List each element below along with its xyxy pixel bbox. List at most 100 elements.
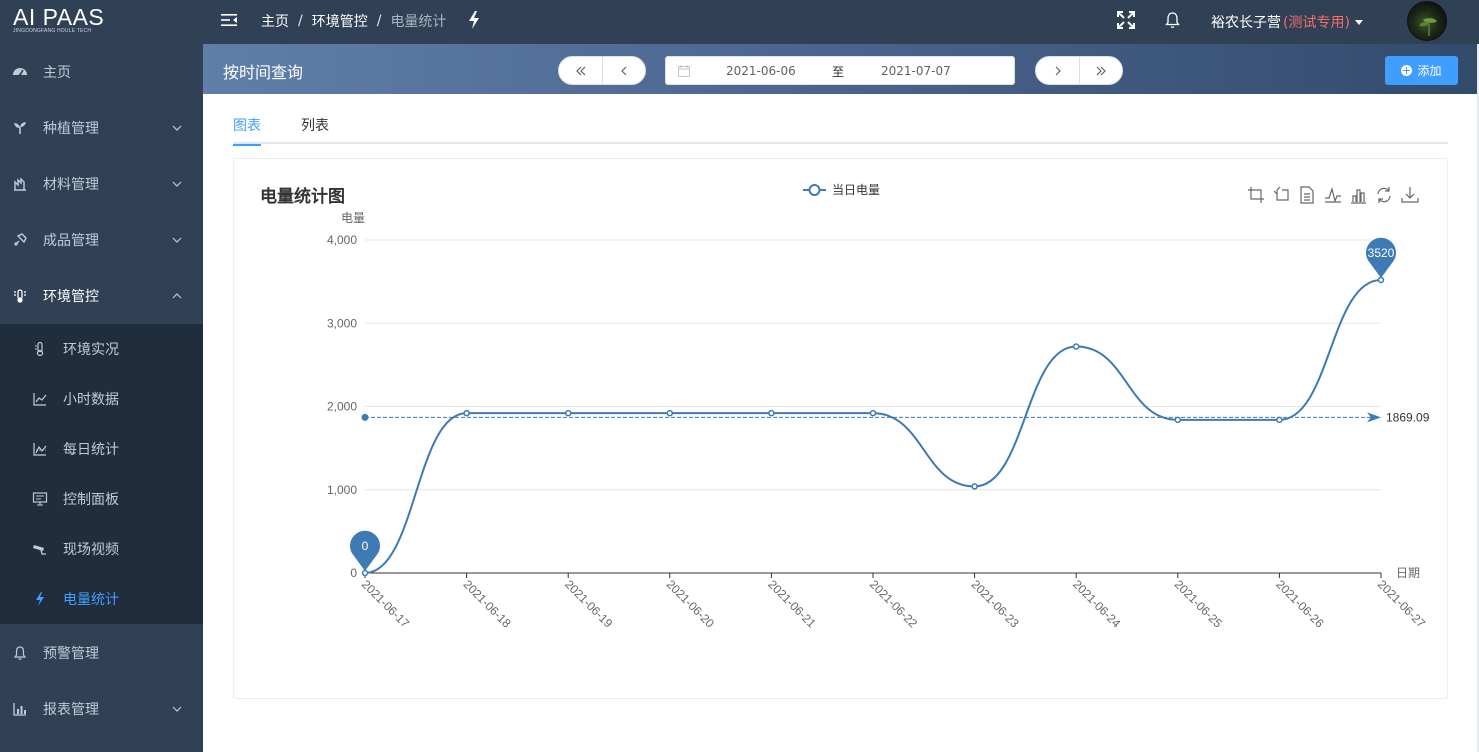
mark-point-pin[interactable] — [350, 530, 380, 571]
environment-submenu: 环境实况 小时数据 每日统计 控制面板 现场视频 电量统计 — [0, 324, 203, 624]
sidebar: 主页 种植管理 材料管理 成品管理 环境管控 环境实况 小时数据 每日统计 — [0, 44, 203, 752]
data-point[interactable] — [463, 409, 470, 417]
chevron-down-icon — [172, 181, 182, 187]
sidebar-item-planting[interactable]: 种植管理 — [0, 100, 203, 156]
data-point[interactable] — [971, 483, 978, 490]
hamburger-fold-icon[interactable] — [220, 11, 238, 29]
average-line-start — [361, 413, 369, 421]
sidebar-subitem-label: 每日统计 — [63, 442, 119, 458]
breadcrumb-environment[interactable]: 环境管控 — [311, 14, 368, 30]
data-point[interactable] — [1377, 276, 1385, 284]
date-end-input[interactable]: 2021-07-07 — [881, 64, 951, 78]
mark-point-pin[interactable] — [1366, 237, 1397, 278]
sidebar-item-label: 报表管理 — [43, 702, 99, 718]
breadcrumb-current: 电量统计 — [390, 14, 447, 30]
series-line — [364, 278, 1382, 574]
sidebar-item-environment[interactable]: 环境管控 — [0, 268, 203, 324]
x-tick-label: 2021-06-23 — [968, 577, 1022, 631]
date-range-picker[interactable]: 2021-06-06 至 2021-07-07 — [665, 56, 1015, 85]
sidebar-subitem-label: 环境实况 — [63, 342, 119, 358]
x-tick-label: 2021-06-24 — [1070, 577, 1124, 631]
material-icon — [14, 177, 26, 191]
logo-subtext: JINGDONGFANG HOULE TECH — [13, 28, 92, 34]
chart-legend[interactable]: 当日电量 — [802, 181, 880, 198]
monitor-icon — [32, 492, 48, 506]
sidebar-item-material[interactable]: 材料管理 — [0, 156, 203, 212]
x-tick-label: 2021-06-22 — [867, 577, 921, 631]
query-bar: 按时间查询 2021-06-06 至 2021-07-07 添加 — [203, 44, 1479, 94]
bolt-icon — [36, 592, 44, 606]
breadcrumb-separator: / — [298, 13, 303, 29]
add-button-label: 添加 — [1417, 64, 1442, 78]
data-point[interactable] — [361, 569, 369, 577]
y-axis-label: 电量 — [341, 211, 365, 225]
prev-button-group — [558, 56, 646, 85]
date-range-separator: 至 — [832, 65, 845, 79]
stat-chart-icon — [33, 443, 47, 456]
next-day-button[interactable] — [1036, 57, 1079, 84]
sidebar-subitem-control[interactable]: 控制面板 — [0, 474, 203, 524]
bell-icon — [13, 646, 27, 660]
user-name: 裕农长子营 — [1211, 15, 1281, 31]
line-chart-icon — [33, 393, 47, 406]
tab-list[interactable]: 列表 — [301, 118, 329, 134]
fullscreen-icon[interactable] — [1117, 11, 1135, 29]
x-tick-label: 2021-06-21 — [765, 577, 819, 631]
chevron-down-icon — [172, 237, 182, 243]
sidebar-subitem-daily[interactable]: 每日统计 — [0, 424, 203, 474]
sidebar-subitem-hourly[interactable]: 小时数据 — [0, 374, 203, 424]
restore-icon[interactable] — [1375, 186, 1393, 204]
sidebar-item-report[interactable]: 报表管理 — [0, 681, 203, 737]
date-start-input[interactable]: 2021-06-06 — [726, 64, 796, 78]
user-dropdown[interactable]: 裕农长子营 (测试专用) — [1211, 12, 1363, 32]
query-title: 按时间查询 — [223, 63, 304, 82]
sidebar-subitem-realtime[interactable]: 环境实况 — [0, 324, 203, 374]
sidebar-item-product[interactable]: 成品管理 — [0, 212, 203, 268]
sidebar-subitem-video[interactable]: 现场视频 — [0, 524, 203, 574]
page-scroll-edge — [1477, 44, 1479, 752]
sidebar-item-label: 材料管理 — [43, 177, 99, 193]
plus-circle-icon — [1401, 65, 1413, 76]
data-point[interactable] — [564, 409, 572, 417]
legend-line-icon — [803, 183, 826, 196]
sidebar-item-label: 成品管理 — [43, 233, 99, 249]
next-month-button[interactable] — [1079, 57, 1122, 84]
sidebar-subitem-power[interactable]: 电量统计 — [0, 574, 203, 624]
chevron-left-icon — [621, 66, 627, 75]
bar-type-icon[interactable] — [1349, 186, 1367, 204]
data-point[interactable] — [666, 409, 674, 417]
sidebar-item-label: 环境管控 — [43, 289, 99, 305]
data-point[interactable] — [869, 409, 877, 417]
x-tick-label: 2021-06-17 — [359, 577, 413, 631]
data-point[interactable] — [768, 409, 775, 417]
breadcrumb-separator: / — [376, 13, 382, 29]
data-view-icon[interactable] — [1298, 186, 1316, 204]
breadcrumb-home[interactable]: 主页 — [261, 14, 289, 30]
save-image-icon[interactable] — [1400, 186, 1419, 204]
data-point[interactable] — [1174, 416, 1182, 424]
data-point[interactable] — [1072, 343, 1080, 350]
sidebar-item-label: 预警管理 — [43, 646, 99, 662]
sidebar-subitem-label: 控制面板 — [63, 492, 119, 508]
x-tick-label: 2021-06-19 — [562, 577, 616, 631]
zoom-reset-icon[interactable] — [1273, 186, 1291, 204]
caret-down-icon — [1354, 19, 1363, 25]
line-type-icon[interactable] — [1324, 186, 1342, 204]
data-point[interactable] — [1276, 416, 1283, 424]
avatar[interactable] — [1407, 1, 1447, 41]
bell-icon[interactable] — [1164, 11, 1181, 29]
tab-bar: 图表 列表 — [233, 110, 1448, 146]
prev-day-button[interactable] — [602, 57, 645, 84]
sidebar-item-alert[interactable]: 预警管理 — [0, 625, 203, 681]
environment-icon — [14, 289, 26, 303]
zoom-icon[interactable] — [1247, 186, 1265, 204]
prev-month-button[interactable] — [559, 57, 602, 84]
top-header: AI PAAS JINGDONGFANG HOULE TECH 主页 / 环境管… — [0, 0, 1479, 44]
logo: AI PAAS JINGDONGFANG HOULE TECH — [0, 0, 203, 44]
sidebar-subitem-label: 小时数据 — [63, 392, 119, 408]
tab-chart[interactable]: 图表 — [233, 115, 261, 146]
breadcrumb: 主页 / 环境管控 / 电量统计 — [261, 11, 446, 31]
mark-point-label: 0 — [362, 539, 369, 553]
add-button[interactable]: 添加 — [1385, 56, 1458, 85]
sidebar-item-home[interactable]: 主页 — [0, 44, 203, 100]
